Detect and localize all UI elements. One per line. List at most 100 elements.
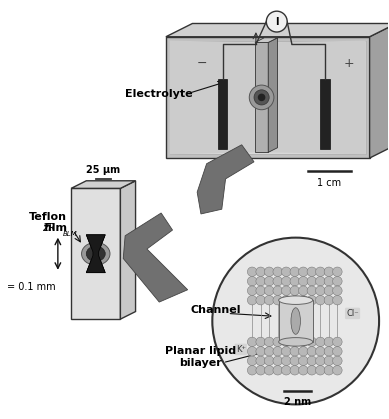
Circle shape — [273, 356, 282, 365]
Circle shape — [265, 286, 274, 295]
Circle shape — [298, 286, 308, 295]
Circle shape — [324, 286, 334, 295]
Polygon shape — [166, 23, 389, 37]
Circle shape — [249, 85, 274, 110]
Ellipse shape — [86, 246, 105, 261]
Circle shape — [282, 347, 291, 356]
Ellipse shape — [279, 338, 313, 346]
Circle shape — [256, 277, 265, 286]
Circle shape — [290, 277, 300, 286]
Polygon shape — [370, 23, 389, 158]
Circle shape — [324, 267, 334, 277]
Text: −: − — [197, 57, 207, 70]
Circle shape — [273, 337, 282, 347]
Circle shape — [247, 365, 257, 375]
Circle shape — [273, 347, 282, 356]
Circle shape — [307, 365, 317, 375]
Circle shape — [254, 90, 269, 105]
Circle shape — [273, 277, 282, 286]
Circle shape — [324, 337, 334, 347]
Circle shape — [265, 277, 274, 286]
Circle shape — [256, 295, 265, 305]
Circle shape — [333, 295, 342, 305]
Polygon shape — [86, 235, 105, 273]
Circle shape — [315, 286, 325, 295]
Circle shape — [247, 277, 257, 286]
Circle shape — [273, 365, 282, 375]
Circle shape — [290, 286, 300, 295]
Text: Teflon: Teflon — [29, 212, 67, 222]
Circle shape — [265, 347, 274, 356]
Circle shape — [324, 356, 334, 365]
Circle shape — [298, 267, 308, 277]
Circle shape — [298, 347, 308, 356]
Circle shape — [307, 356, 317, 365]
Circle shape — [298, 365, 308, 375]
Polygon shape — [320, 79, 330, 149]
Polygon shape — [268, 41, 366, 154]
Circle shape — [324, 277, 334, 286]
Circle shape — [282, 356, 291, 365]
Text: Electrolyte: Electrolyte — [125, 88, 193, 98]
Circle shape — [333, 365, 342, 375]
Circle shape — [315, 267, 325, 277]
Circle shape — [307, 337, 317, 347]
Circle shape — [256, 337, 265, 347]
Circle shape — [265, 267, 274, 277]
Circle shape — [315, 347, 325, 356]
Text: Channel: Channel — [191, 305, 241, 315]
Circle shape — [333, 267, 342, 277]
Polygon shape — [86, 235, 105, 273]
Circle shape — [290, 347, 300, 356]
Circle shape — [282, 267, 291, 277]
Circle shape — [256, 365, 265, 375]
Circle shape — [307, 295, 317, 305]
Circle shape — [315, 356, 325, 365]
Circle shape — [324, 347, 334, 356]
Circle shape — [256, 356, 265, 365]
Circle shape — [265, 356, 274, 365]
Circle shape — [282, 365, 291, 375]
Circle shape — [290, 337, 300, 347]
Text: Planar lipid
bilayer: Planar lipid bilayer — [165, 346, 237, 368]
Circle shape — [315, 295, 325, 305]
Circle shape — [307, 267, 317, 277]
Circle shape — [247, 347, 257, 356]
Circle shape — [333, 356, 342, 365]
Circle shape — [247, 295, 257, 305]
Circle shape — [273, 267, 282, 277]
Polygon shape — [255, 42, 268, 153]
Circle shape — [315, 277, 325, 286]
Circle shape — [333, 347, 342, 356]
Circle shape — [256, 286, 265, 295]
Circle shape — [265, 337, 274, 347]
Circle shape — [258, 93, 265, 101]
Circle shape — [298, 356, 308, 365]
Circle shape — [290, 267, 300, 277]
Text: +: + — [343, 57, 354, 70]
Ellipse shape — [82, 242, 110, 265]
Text: 25 μm: 25 μm — [86, 165, 121, 175]
Polygon shape — [121, 181, 135, 319]
Text: BLM: BLM — [63, 231, 77, 237]
Text: Cl⁻: Cl⁻ — [346, 309, 359, 318]
Circle shape — [266, 11, 287, 32]
Circle shape — [315, 365, 325, 375]
Circle shape — [256, 347, 265, 356]
Polygon shape — [123, 213, 187, 302]
Text: 2 nm: 2 nm — [284, 397, 311, 407]
Circle shape — [290, 295, 300, 305]
Circle shape — [333, 286, 342, 295]
Polygon shape — [170, 41, 255, 154]
Ellipse shape — [279, 296, 313, 305]
Circle shape — [247, 286, 257, 295]
Circle shape — [298, 337, 308, 347]
Circle shape — [282, 337, 291, 347]
Text: = 0.1 mm: = 0.1 mm — [7, 282, 56, 292]
Text: I: I — [275, 17, 279, 26]
Polygon shape — [268, 38, 277, 153]
Circle shape — [273, 286, 282, 295]
Polygon shape — [218, 79, 228, 149]
Text: 2R: 2R — [43, 223, 56, 233]
Circle shape — [247, 267, 257, 277]
